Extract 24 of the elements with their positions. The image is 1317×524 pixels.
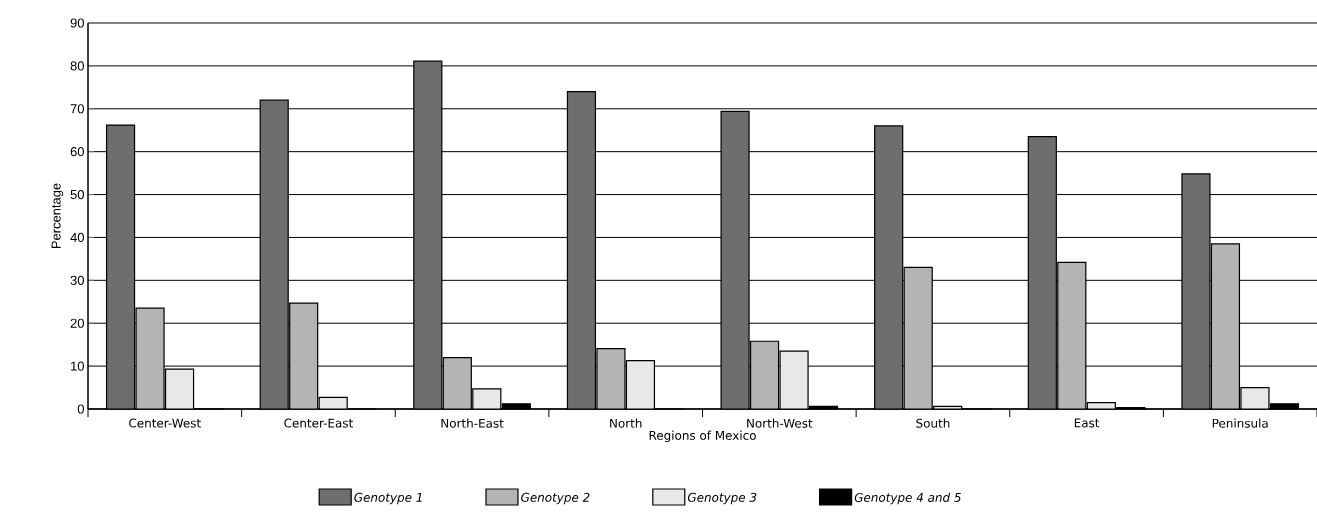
y-tick-label: 50 [70, 189, 84, 200]
x-axis-title: Regions of Mexico [649, 430, 756, 443]
y-tick-label: 30 [70, 275, 84, 285]
x-tick-label: South [916, 418, 950, 428]
y-axis-title: Percentage [51, 183, 64, 249]
y-tick-label: 20 [70, 318, 84, 328]
y-tick-label: 10 [71, 361, 84, 371]
legend-label: Genotype 4 and 5 [854, 492, 961, 505]
x-tick-label: North [610, 418, 642, 428]
x-tick-label: East [1074, 418, 1100, 428]
legend-label: Genotype 3 [687, 492, 757, 505]
y-tick-label: 70 [70, 104, 84, 114]
x-tick-label: Center-West [129, 418, 201, 428]
y-tick-label: 90 [70, 18, 84, 28]
x-tick-label: Center-East [284, 418, 353, 428]
legend-label: Genotype 2 [521, 492, 590, 505]
legend-label: Genotype 1 [354, 492, 422, 505]
y-tick-label: 0 [77, 404, 84, 414]
y-tick-label: 80 [70, 61, 84, 71]
y-tick-label: 40 [70, 232, 84, 243]
x-tick-label: North-West [747, 418, 813, 428]
x-tick-label: Peninsula [1212, 418, 1268, 428]
y-tick-label: 60 [70, 147, 84, 157]
x-tick-label: North-East [441, 418, 504, 428]
